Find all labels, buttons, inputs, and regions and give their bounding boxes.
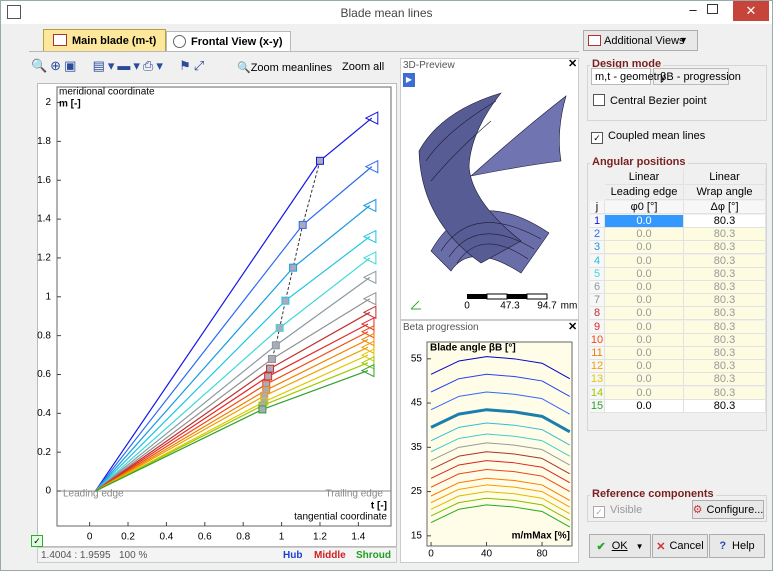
table-cell: 6 (590, 281, 605, 294)
unit-header: φ0 [°] (605, 201, 684, 214)
table-cell: 80.3 (684, 268, 766, 281)
button-label: Configure... (707, 504, 764, 516)
ok-button[interactable]: ✔OK▼ (589, 534, 651, 558)
dropdown-arrow[interactable]: ▼ (679, 35, 688, 45)
beta-panel (400, 320, 579, 563)
status-zoom: 100 % (119, 550, 147, 561)
table-cell: 0.0 (605, 228, 684, 241)
table-cell: 10 (590, 334, 605, 347)
group-title: Angular positions (590, 156, 688, 168)
button-label: Cancel (669, 540, 703, 552)
close-button[interactable]: ✕ (733, 1, 769, 21)
unit-header: j (590, 201, 605, 214)
minimize-button[interactable]: – (681, 2, 705, 17)
table-cell: 13 (590, 373, 605, 386)
mode-tab-mt[interactable]: m,t - geometry (591, 68, 651, 85)
status-coords: 1.4004 : 1.9595 (41, 550, 111, 561)
checkbox-label: Coupled mean lines (608, 130, 705, 142)
icon (588, 35, 601, 46)
checkbox-label: Visible (610, 504, 642, 516)
checkbox-label: Central Bezier point (610, 95, 707, 107)
toolbar-icons[interactable]: 🔍⊕▣ ▤▾▬▾⎙▾ ⚑⤢ (31, 58, 207, 74)
configure-button[interactable]: ⚙Configure... (692, 500, 764, 519)
table-cell: 4 (590, 255, 605, 268)
table-cell: 7 (590, 294, 605, 307)
table-cell: 80.3 (684, 281, 766, 294)
visible-checkbox[interactable]: ✓Visible (593, 504, 642, 518)
table-cell: 80.3 (684, 360, 766, 373)
table-cell: 0.0 (605, 400, 684, 413)
button-label: Help (732, 540, 755, 552)
table-cell: 0.0 (605, 307, 684, 320)
preview-panel (400, 58, 579, 320)
table-cell: 80.3 (684, 307, 766, 320)
table-cell: 2 (590, 228, 605, 241)
table-cell: 15 (590, 400, 605, 413)
legend-shroud: Shroud (356, 550, 391, 561)
table-cell: 0.0 (605, 281, 684, 294)
central-bezier-checkbox[interactable]: Central Bezier point (593, 94, 707, 107)
table-cell: 11 (590, 347, 605, 360)
table-cell: 3 (590, 241, 605, 254)
zoom-meanlines-label: Zoom meanlines (251, 62, 332, 74)
table-cell: 0.0 (605, 268, 684, 281)
window: Blade mean lines – ✕ Main blade (m-t) Fr… (0, 0, 773, 571)
table-cell: 80.3 (684, 400, 766, 413)
column-header: Leading edge (605, 186, 684, 200)
coupled-checkbox[interactable]: ✓Coupled mean lines (591, 130, 705, 144)
table-cell: 80.3 (684, 228, 766, 241)
tab-icon (53, 34, 67, 46)
main-plot-panel (37, 83, 397, 547)
mode-cell: Linear (605, 169, 684, 185)
unit-header: Δφ [°] (684, 201, 766, 214)
table-cell: 12 (590, 360, 605, 373)
table-cell: 80.3 (684, 321, 766, 334)
table-cell: 0.0 (605, 334, 684, 347)
status-checkbox[interactable]: ✓ (31, 535, 43, 547)
cancel-button[interactable]: ✕Cancel (652, 534, 708, 558)
button-label: OK (612, 540, 628, 552)
table-cell: 0.0 (605, 347, 684, 360)
table-cell: 80.3 (684, 373, 766, 386)
help-button[interactable]: ?Help (709, 534, 765, 558)
table-cell: 0.0 (605, 387, 684, 400)
table-cell: 80.3 (684, 215, 766, 228)
window-title: Blade mean lines (1, 6, 772, 20)
zoom-all-button[interactable]: Zoom all (342, 61, 384, 73)
mode-tab-beta[interactable]: βB - progression (653, 68, 729, 85)
table-cell: 9 (590, 321, 605, 334)
table-cell: 0.0 (605, 373, 684, 386)
table-cell: 80.3 (684, 334, 766, 347)
table-cell: 0.0 (605, 321, 684, 334)
table-cell: 1 (590, 215, 605, 228)
table-cell: 0.0 (605, 294, 684, 307)
group-title: Reference components (590, 488, 716, 500)
table-cell: 5 (590, 268, 605, 281)
preview-close[interactable]: ✕ (568, 57, 577, 70)
zoom-meanlines-button[interactable]: 🔍Zoom meanlines (237, 61, 332, 74)
maximize-button[interactable] (707, 4, 718, 14)
beta-close[interactable]: ✕ (568, 320, 577, 333)
table-cell: 0.0 (605, 215, 684, 228)
tab-icon (173, 35, 186, 48)
table-cell: 8 (590, 307, 605, 320)
beta-title: Beta progression (403, 322, 479, 333)
table-cell: 80.3 (684, 255, 766, 268)
table-cell: 80.3 (684, 387, 766, 400)
table-cell: 0.0 (605, 241, 684, 254)
legend-middle: Middle (314, 550, 346, 561)
table-cell: 0.0 (605, 255, 684, 268)
table-cell: 80.3 (684, 241, 766, 254)
column-header: Wrap angle (684, 186, 766, 200)
legend-hub: Hub (283, 550, 302, 561)
table-cell: 14 (590, 387, 605, 400)
preview-play[interactable]: ▶ (403, 73, 415, 87)
table-cell: 0.0 (605, 360, 684, 373)
table-cell: 80.3 (684, 294, 766, 307)
mode-cell: Linear (684, 169, 766, 185)
table-cell: 80.3 (684, 347, 766, 360)
preview-title: 3D-Preview (403, 60, 455, 71)
